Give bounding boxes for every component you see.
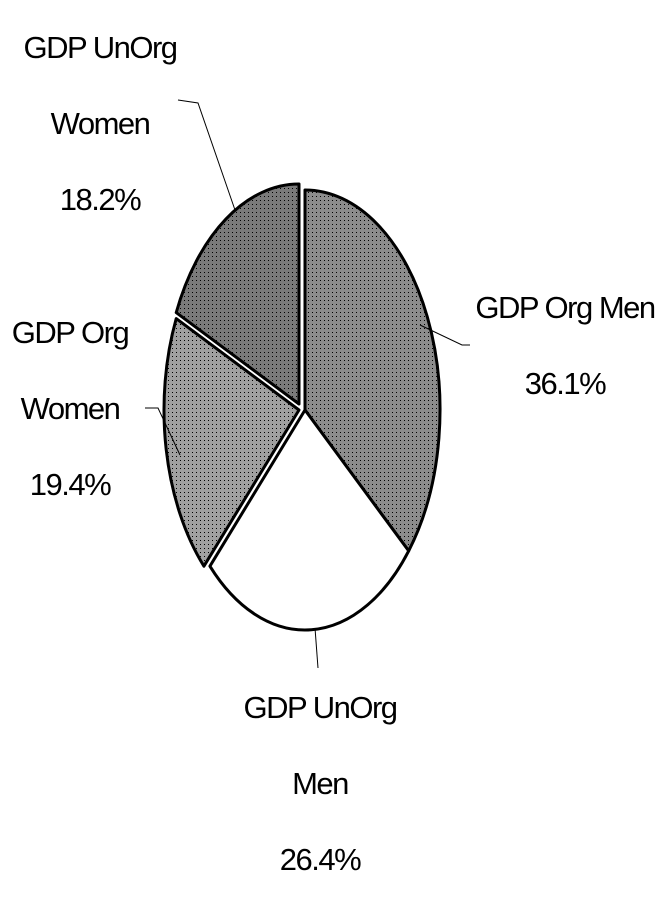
value-label: 18.2%	[59, 182, 142, 217]
pie-slice	[162, 317, 301, 568]
value-label: 36.1%	[524, 366, 607, 401]
leader-line	[145, 407, 181, 456]
pie-slice	[208, 408, 411, 632]
value-label: 19.4%	[29, 467, 112, 502]
slice-label: GDP Org Women 19.4%	[0, 295, 150, 523]
slice-label: GDP Org Men 36.1%	[460, 270, 660, 422]
pie-slice	[303, 188, 442, 553]
page: GDP Org Men 36.1% GDP UnOrg Men 26.4% GDP Or…	[0, 10, 660, 877]
category-label: GDP UnOrg Men	[243, 690, 398, 801]
category-label: GDP Org Women	[11, 315, 130, 426]
category-label: GDP Org Men	[475, 290, 656, 325]
slices	[162, 182, 442, 632]
slice-label: GDP UnOrg Women 18.2%	[10, 10, 190, 238]
leader-line	[314, 627, 319, 669]
leader-line	[419, 324, 470, 346]
value-label: 26.4%	[279, 842, 362, 877]
category-label: GDP UnOrg Women	[23, 30, 178, 141]
chart	[145, 99, 470, 669]
leader-line	[177, 99, 236, 211]
leader-lines	[145, 99, 470, 669]
pie-slice	[174, 182, 301, 406]
slice-label: GDP UnOrg Men 26.4%	[220, 670, 420, 898]
